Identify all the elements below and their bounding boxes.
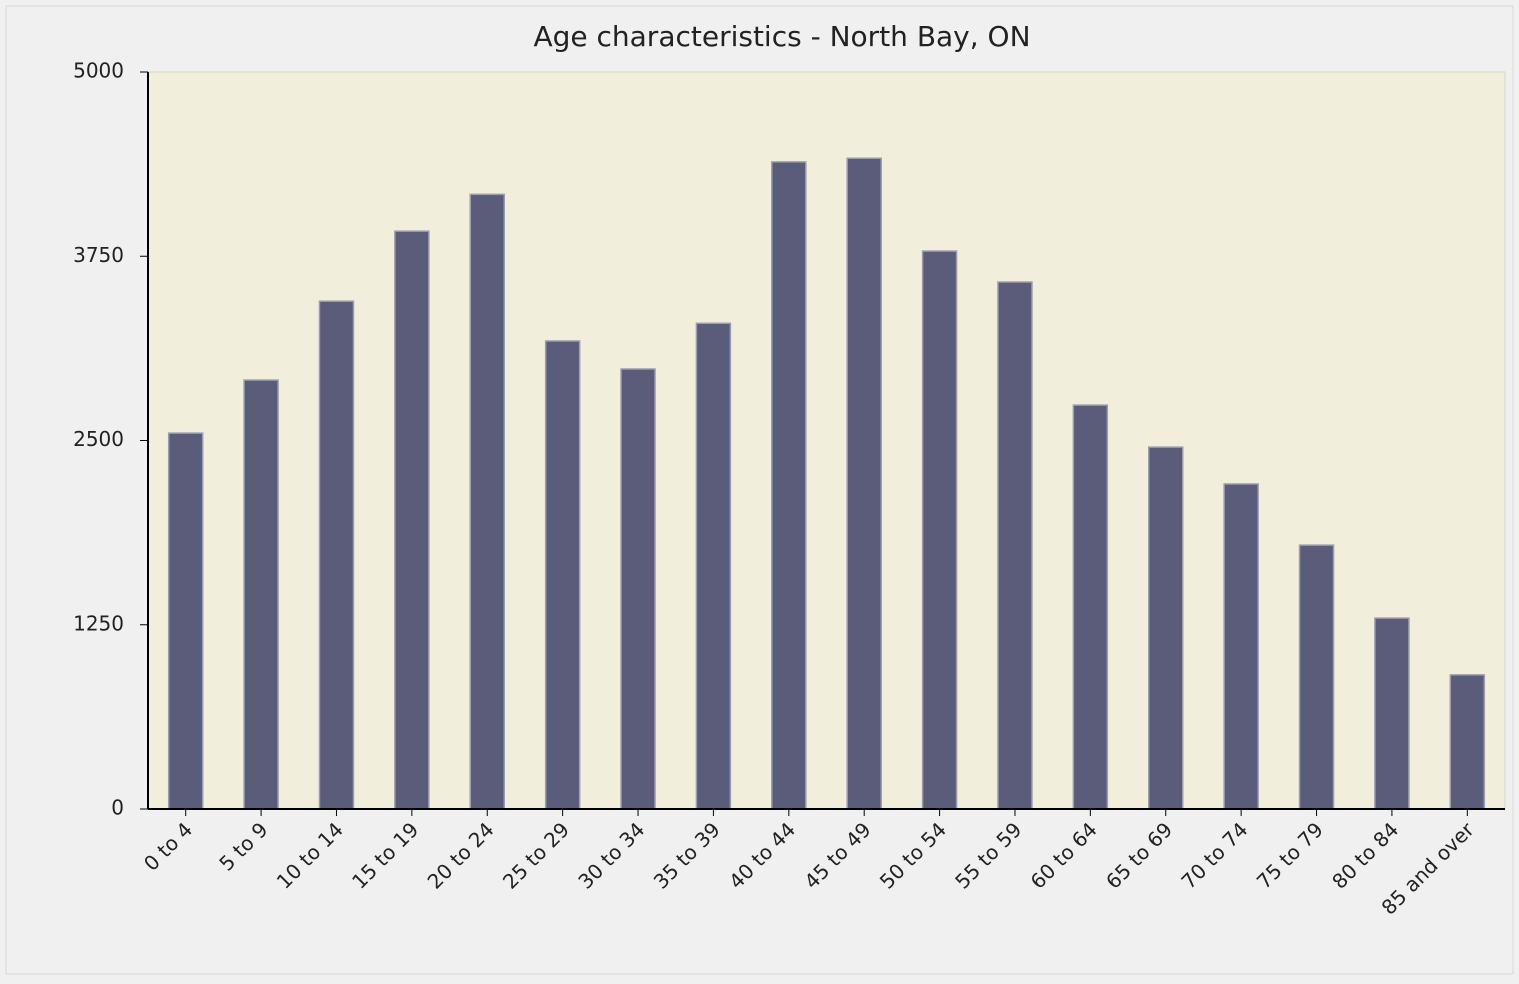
bar bbox=[921, 250, 958, 810]
bar bbox=[1374, 617, 1410, 810]
bar bbox=[695, 322, 732, 810]
bar bbox=[1298, 544, 1335, 810]
bar bbox=[1449, 674, 1486, 810]
bar bbox=[394, 230, 430, 810]
y-tick-label: 5000 bbox=[73, 59, 124, 83]
y-tick-label: 1250 bbox=[73, 611, 124, 635]
bar bbox=[1223, 483, 1259, 810]
bar bbox=[167, 432, 204, 810]
bar bbox=[544, 340, 581, 810]
bar bbox=[469, 193, 505, 810]
bar bbox=[846, 157, 882, 810]
y-tick-label: 3750 bbox=[73, 243, 124, 267]
bar bbox=[771, 161, 807, 810]
y-tick-label: 0 bbox=[111, 796, 124, 820]
bar bbox=[1072, 404, 1109, 810]
bar bbox=[243, 379, 279, 810]
bar bbox=[997, 281, 1033, 810]
plot-area bbox=[147, 71, 1506, 810]
bar bbox=[1148, 446, 1184, 810]
chart-title: Age characteristics - North Bay, ON bbox=[533, 20, 1030, 53]
bar bbox=[620, 368, 656, 810]
bar bbox=[318, 300, 355, 810]
y-tick-label: 2500 bbox=[73, 427, 124, 451]
